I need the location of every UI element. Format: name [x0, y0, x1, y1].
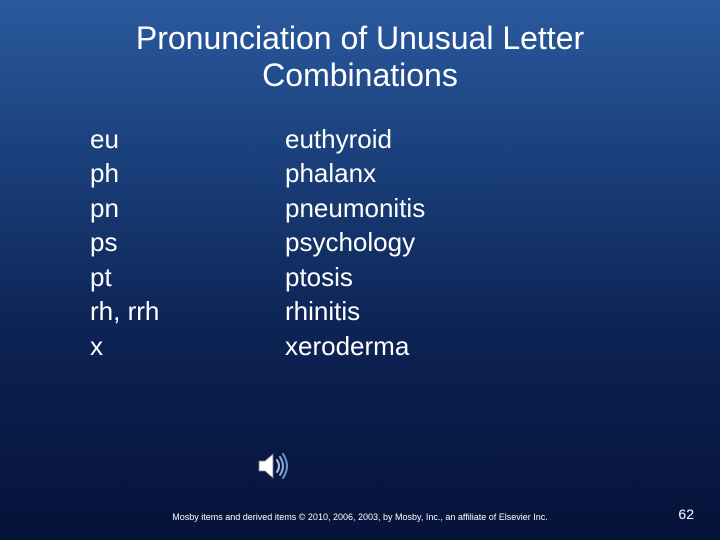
slide-title: Pronunciation of Unusual Letter Combinat…: [0, 0, 720, 94]
list-item: pt: [90, 260, 285, 295]
example-words-column: euthyroid phalanx pneumonitis psychology…: [285, 122, 720, 364]
list-item: ps: [90, 225, 285, 260]
content-area: eu ph pn ps pt rh, rrh x euthyroid phala…: [0, 94, 720, 364]
list-item: psychology: [285, 225, 720, 260]
list-item: ptosis: [285, 260, 720, 295]
list-item: rh, rrh: [90, 294, 285, 329]
list-item: rhinitis: [285, 294, 720, 329]
list-item: phalanx: [285, 156, 720, 191]
list-item: euthyroid: [285, 122, 720, 157]
list-item: pn: [90, 191, 285, 226]
list-item: pneumonitis: [285, 191, 720, 226]
page-number: 62: [678, 506, 694, 522]
list-item: x: [90, 329, 285, 364]
list-item: ph: [90, 156, 285, 191]
list-item: xeroderma: [285, 329, 720, 364]
audio-speaker-icon[interactable]: [255, 448, 291, 484]
copyright-footer: Mosby items and derived items © 2010, 20…: [0, 512, 720, 522]
list-item: eu: [90, 122, 285, 157]
letter-combinations-column: eu ph pn ps pt rh, rrh x: [90, 122, 285, 364]
